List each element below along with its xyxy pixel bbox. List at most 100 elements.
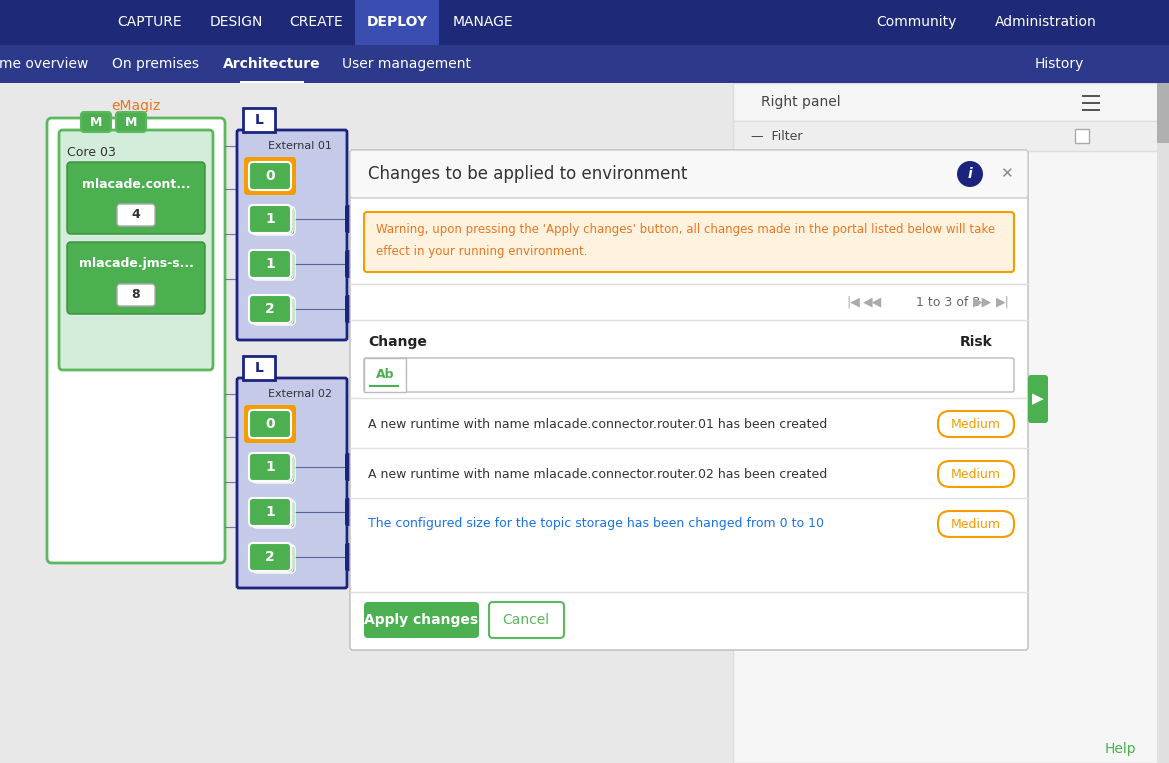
Text: 1: 1 — [265, 460, 275, 474]
FancyBboxPatch shape — [253, 545, 295, 573]
FancyBboxPatch shape — [345, 543, 381, 571]
Bar — [243, 356, 275, 380]
FancyBboxPatch shape — [253, 455, 295, 483]
Text: External 02: External 02 — [268, 389, 332, 399]
Text: Medium: Medium — [952, 417, 1001, 430]
Text: M: M — [125, 115, 137, 128]
Text: mlacade.jms-s...: mlacade.jms-s... — [78, 257, 193, 271]
FancyBboxPatch shape — [249, 162, 291, 190]
Text: Right panel: Right panel — [761, 95, 841, 109]
FancyBboxPatch shape — [249, 410, 291, 438]
FancyBboxPatch shape — [244, 157, 296, 195]
Text: On premises: On premises — [112, 57, 200, 71]
Text: me overview: me overview — [0, 57, 89, 71]
Text: M: M — [90, 115, 102, 128]
Text: Medium: Medium — [952, 517, 1001, 530]
Text: MANAGE: MANAGE — [452, 15, 513, 29]
Text: Community: Community — [876, 15, 956, 29]
Text: 1: 1 — [265, 257, 275, 271]
FancyBboxPatch shape — [253, 252, 295, 280]
FancyBboxPatch shape — [58, 130, 213, 370]
Text: Cancel: Cancel — [503, 613, 549, 627]
Bar — [0, 45, 1169, 83]
FancyBboxPatch shape — [249, 453, 291, 481]
Bar — [0, 83, 733, 763]
Text: Warning, upon pressing the 'Apply changes' button, all changes made in the porta: Warning, upon pressing the 'Apply change… — [376, 224, 995, 237]
Text: A new runtime with name mlacade.connector.router.01 has been created: A new runtime with name mlacade.connecto… — [368, 417, 828, 430]
Text: 0: 0 — [265, 417, 275, 431]
Text: L: L — [255, 113, 263, 127]
Bar — [1082, 102, 1100, 104]
FancyBboxPatch shape — [364, 212, 1014, 272]
Text: Medium: Medium — [952, 468, 1001, 481]
Text: Architecture: Architecture — [223, 57, 320, 71]
FancyBboxPatch shape — [938, 461, 1014, 487]
Text: User management: User management — [341, 57, 470, 71]
Text: DEPLOY: DEPLOY — [366, 15, 428, 29]
Text: Changes to be applied to environment: Changes to be applied to environment — [368, 165, 687, 183]
Text: ◀◀: ◀◀ — [864, 295, 883, 308]
Text: Core 03: Core 03 — [67, 146, 116, 159]
FancyBboxPatch shape — [345, 498, 381, 526]
Text: Pos: Pos — [354, 259, 372, 269]
Text: i: i — [968, 167, 973, 181]
Text: Help: Help — [1105, 742, 1136, 756]
FancyBboxPatch shape — [81, 112, 111, 132]
FancyBboxPatch shape — [253, 207, 295, 235]
Text: 4: 4 — [132, 208, 140, 221]
Text: Pos: Pos — [354, 507, 372, 517]
Text: A new runtime with name mlacade.connector.router.02 has been created: A new runtime with name mlacade.connecto… — [368, 468, 828, 481]
Text: 2: 2 — [265, 302, 275, 316]
Bar — [243, 108, 275, 132]
Text: The configured size for the topic storage has been changed from 0 to 10: The configured size for the topic storag… — [368, 517, 824, 530]
Text: Risk: Risk — [960, 335, 992, 349]
FancyBboxPatch shape — [251, 206, 293, 234]
Text: History: History — [1035, 57, 1084, 71]
FancyBboxPatch shape — [251, 544, 293, 572]
FancyBboxPatch shape — [249, 250, 291, 278]
Text: 8: 8 — [132, 288, 140, 301]
FancyBboxPatch shape — [117, 284, 155, 306]
Text: DESIGN: DESIGN — [209, 15, 263, 29]
Bar — [240, 81, 304, 83]
FancyBboxPatch shape — [251, 251, 293, 279]
FancyBboxPatch shape — [47, 118, 224, 563]
FancyBboxPatch shape — [253, 500, 295, 528]
Text: |◀: |◀ — [846, 295, 860, 308]
FancyBboxPatch shape — [345, 295, 381, 323]
FancyBboxPatch shape — [489, 602, 563, 638]
Bar — [733, 83, 1169, 121]
FancyBboxPatch shape — [237, 130, 347, 340]
Text: Exa: Exa — [354, 462, 372, 472]
FancyBboxPatch shape — [249, 295, 291, 323]
FancyBboxPatch shape — [345, 250, 381, 278]
Text: 1: 1 — [265, 212, 275, 226]
Text: Administration: Administration — [995, 15, 1097, 29]
FancyBboxPatch shape — [1028, 375, 1047, 423]
Text: 2: 2 — [265, 550, 275, 564]
Text: ABI: ABI — [355, 304, 371, 314]
FancyBboxPatch shape — [364, 602, 479, 638]
Text: CREATE: CREATE — [289, 15, 343, 29]
Text: ▶▶: ▶▶ — [974, 295, 992, 308]
Text: 1 to 3 of 3: 1 to 3 of 3 — [915, 295, 980, 308]
Text: External 01: External 01 — [268, 141, 332, 151]
Bar — [1157, 83, 1169, 763]
Bar — [1075, 129, 1090, 143]
Text: Exa: Exa — [354, 214, 372, 224]
FancyBboxPatch shape — [249, 543, 291, 571]
Text: effect in your running environment.: effect in your running environment. — [376, 246, 588, 259]
FancyBboxPatch shape — [251, 499, 293, 527]
Bar — [0, 0, 1169, 45]
FancyBboxPatch shape — [249, 205, 291, 233]
Text: ✕: ✕ — [999, 166, 1012, 182]
FancyBboxPatch shape — [345, 205, 381, 233]
Text: Change: Change — [368, 335, 427, 349]
Bar — [1082, 95, 1100, 97]
Circle shape — [957, 161, 983, 187]
Text: Apply changes: Apply changes — [364, 613, 478, 627]
Text: —  Filter: — Filter — [750, 130, 802, 143]
FancyBboxPatch shape — [251, 296, 293, 324]
Bar — [1082, 109, 1100, 111]
Bar — [364, 358, 406, 392]
